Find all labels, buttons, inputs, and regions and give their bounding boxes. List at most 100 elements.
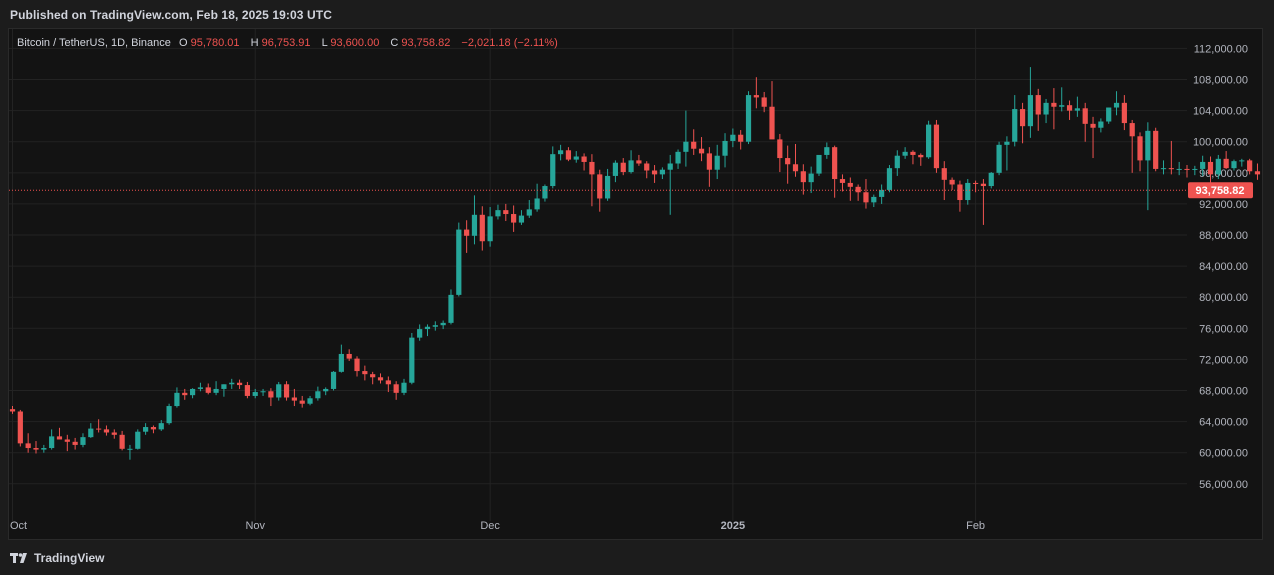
candle-body	[479, 214, 485, 242]
candle-body	[448, 294, 454, 323]
candle-body	[276, 384, 282, 398]
candle-body	[111, 432, 117, 435]
y-tick-label: 64,000.00	[1199, 417, 1248, 429]
candle-body	[542, 186, 548, 199]
candle-body	[808, 173, 814, 183]
candle-body	[307, 398, 313, 404]
candle-body	[980, 183, 987, 187]
candle-body	[785, 158, 791, 165]
candle-body	[1082, 108, 1088, 124]
candle-body	[1145, 130, 1151, 161]
candle-body	[800, 171, 806, 183]
candle-body	[385, 380, 391, 385]
y-tick-label: 80,000.00	[1199, 292, 1248, 304]
candle-body	[213, 388, 219, 393]
x-tick-label: 2025	[721, 520, 745, 532]
x-tick-label: Feb	[966, 520, 985, 532]
candle-body	[565, 150, 572, 160]
y-tick-label: 100,000.00	[1193, 137, 1248, 149]
candle-body	[323, 388, 329, 392]
candle-body	[370, 374, 376, 378]
x-tick-label: Dec	[480, 520, 500, 532]
candle-body	[1137, 136, 1143, 161]
candle-body	[816, 154, 822, 174]
candle-body	[651, 170, 658, 175]
candle-body	[1200, 161, 1206, 169]
candle-body	[1121, 102, 1127, 124]
y-tick-label: 92,000.00	[1199, 199, 1248, 211]
candle-body	[471, 214, 478, 236]
candle-body	[667, 163, 673, 170]
candle-body	[338, 353, 344, 372]
candle-body	[628, 160, 634, 173]
candle-body	[902, 151, 908, 156]
candle-body	[910, 151, 916, 155]
candle-body	[730, 134, 736, 141]
candle-body	[49, 436, 55, 449]
candle-body	[88, 428, 94, 438]
candle-body	[879, 189, 885, 197]
candle-body	[291, 397, 297, 401]
candle-body	[1192, 168, 1198, 170]
candle-body	[1129, 123, 1135, 137]
candle-body	[683, 141, 689, 152]
candle-body	[1019, 109, 1026, 127]
legend-open-label: O	[179, 37, 188, 49]
candle-body	[1231, 161, 1237, 169]
candle-body	[33, 448, 39, 450]
candle-body	[495, 210, 501, 217]
y-tick-label: 108,000.00	[1193, 75, 1248, 87]
y-axis-ticks: 112,000.00 108,000.00 104,000.00 100,000.00…	[1193, 43, 1248, 490]
candle-body	[424, 326, 431, 330]
candle-body	[988, 172, 994, 187]
candle-body	[432, 325, 438, 327]
x-tick-label: Oct	[10, 520, 27, 532]
candle-body	[933, 124, 940, 169]
candle-body	[1247, 160, 1253, 172]
published-label: Published on TradingView.com, Feb 18, 20…	[10, 8, 332, 22]
legend-close-label: C	[390, 37, 398, 49]
candle-body	[182, 392, 188, 396]
candle-body	[330, 371, 337, 389]
legend-high-value: 96,753.91	[262, 37, 311, 49]
candle-body	[189, 388, 196, 396]
legend-close-value: 93,758.82	[401, 37, 450, 49]
legend-open-value: 95,780.01	[191, 37, 240, 49]
candle-body	[166, 406, 172, 424]
candle-body	[1090, 123, 1096, 128]
tradingview-brand: TradingView	[34, 551, 105, 565]
candle-body	[957, 184, 963, 201]
candle-body	[1098, 121, 1104, 128]
y-tick-label: 68,000.00	[1199, 386, 1248, 398]
candle-body	[119, 434, 125, 449]
legend-low-label: L	[322, 37, 328, 49]
legend-symbol: Bitcoin / TetherUS, 1D, Binance	[17, 37, 171, 49]
candle-body	[1239, 160, 1245, 162]
candle-body	[1254, 171, 1261, 175]
candle-body	[1223, 158, 1229, 169]
candle-body	[612, 162, 619, 176]
legend-change: −2,021.18 (−2.11%)	[461, 37, 557, 49]
candle-body	[409, 337, 415, 383]
candle-body	[401, 382, 407, 393]
candle-body	[839, 179, 846, 183]
tradingview-logo-icon	[10, 551, 30, 565]
chart-panel[interactable]: 112,000.00 108,000.00 104,000.00 100,000.00…	[8, 28, 1263, 540]
candle-body	[252, 392, 258, 396]
candle-body	[745, 95, 752, 142]
candle-body	[636, 160, 642, 164]
candle-body	[926, 124, 932, 158]
candle-body	[56, 436, 63, 440]
y-tick-label: 72,000.00	[1199, 354, 1248, 366]
candle-body	[1035, 95, 1041, 115]
legend-low-value: 93,600.00	[330, 37, 379, 49]
candle-body	[17, 411, 23, 444]
candle-body	[362, 371, 368, 375]
candlestick-chart[interactable]: 112,000.00 108,000.00 104,000.00 100,000.00…	[9, 29, 1262, 539]
candle-body	[777, 139, 783, 159]
candle-body	[268, 391, 274, 398]
candle-body	[972, 182, 979, 184]
candle-body	[1160, 168, 1167, 170]
candle-body	[604, 175, 611, 199]
tradingview-logo[interactable]: TradingView	[10, 550, 104, 566]
